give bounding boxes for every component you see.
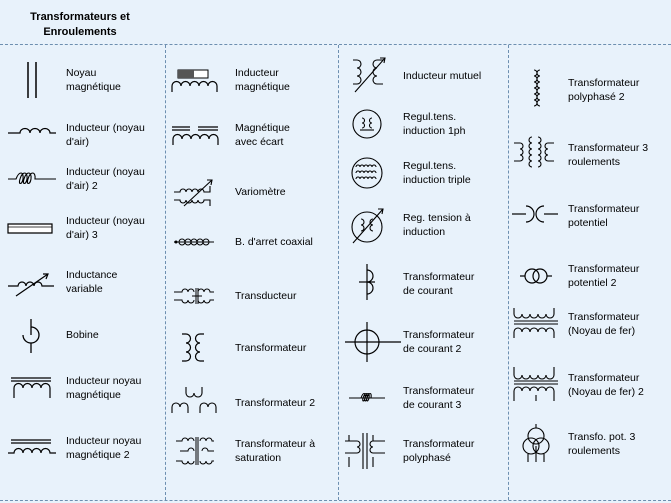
shape-air-core-inductor-3[interactable]: Inducteur (noyau d'air) 3 <box>6 208 164 248</box>
shape-magnetic-core[interactable]: Noyau magnétique <box>6 60 164 100</box>
shape-iron-core-transformer[interactable]: Transformateur (Noyau de fer) <box>510 304 670 344</box>
shape-label: Reg. tension à induction <box>403 212 471 238</box>
magnetic-core-icon <box>6 60 56 100</box>
shape-induction-regulator-1ph[interactable]: Regul.tens. induction 1ph <box>343 104 508 144</box>
shape-transducer[interactable]: Transducteur <box>170 276 335 316</box>
shape-label: Regul.tens. induction triple <box>403 160 471 186</box>
shape-induction-regulator-triple[interactable]: Regul.tens. induction triple <box>343 153 508 193</box>
shape-transformer-2[interactable]: Transformateur 2 <box>170 383 335 423</box>
coaxial-choke-icon <box>170 222 222 262</box>
variable-inductance-icon <box>6 262 56 302</box>
shape-variable-inductance[interactable]: Inductance variable <box>6 262 164 302</box>
column-divider <box>165 45 166 500</box>
current-transformer-3-icon <box>343 378 395 418</box>
shape-label: Inducteur (noyau d'air) 3 <box>66 215 145 241</box>
potential-transformer-icon <box>510 196 565 236</box>
shape-label: Inductance variable <box>66 269 118 295</box>
shape-magnetic-core-inductor[interactable]: Inducteur noyau magnétique <box>6 368 164 408</box>
shape-label: Inducteur (noyau d'air) <box>66 122 145 148</box>
shape-label: Transformateur de courant 2 <box>403 329 475 355</box>
shape-label: B. d'arret coaxial <box>235 236 313 248</box>
shape-label: Transducteur <box>235 290 297 302</box>
shape-label: Inducteur (noyau d'air) 2 <box>66 166 145 192</box>
three-winding-potential-transformer-icon <box>510 424 565 464</box>
shape-label: Variomètre <box>235 186 286 198</box>
shape-transformer[interactable]: Transformateur <box>170 328 335 368</box>
shape-label: Transformateur polyphasé <box>403 438 475 464</box>
air-core-inductor-icon <box>6 115 56 155</box>
induction-regulator-1ph-icon <box>343 104 395 144</box>
shape-three-winding-potential-transformer[interactable]: Transfo. pot. 3 roulements <box>510 424 670 464</box>
shape-label: Transformateur (Noyau de fer) <box>568 311 640 337</box>
shape-label: Regul.tens. induction 1ph <box>403 111 466 137</box>
saturable-transformer-icon <box>170 431 222 471</box>
shape-induction-voltage-regulator[interactable]: Reg. tension à induction <box>343 205 508 245</box>
shape-magnetic-core-inductor-2[interactable]: Inducteur noyau magnétique 2 <box>6 428 164 468</box>
air-core-inductor-3-icon <box>6 208 56 248</box>
shape-label: Inducteur magnétique <box>235 67 290 93</box>
shape-coaxial-choke[interactable]: B. d'arret coaxial <box>170 222 335 262</box>
shape-magnetic-gap[interactable]: Magnétique avec écart <box>170 115 335 155</box>
shape-coil[interactable]: Bobine <box>6 315 164 355</box>
shape-label: Transformateur 3 roulements <box>568 142 649 168</box>
current-transformer-2-icon <box>343 322 403 362</box>
potential-transformer-2-icon <box>510 256 565 296</box>
induction-regulator-triple-icon <box>343 153 395 193</box>
magnetic-core-inductor-2-icon <box>6 428 56 468</box>
shape-label: Transformateur de courant <box>403 271 475 297</box>
transformer-2-icon <box>170 383 222 423</box>
column-divider <box>508 45 509 500</box>
bottom-divider <box>0 500 671 501</box>
shape-label: Noyau magnétique <box>66 67 121 93</box>
magnetic-gap-icon <box>170 115 222 155</box>
shape-potential-transformer-2[interactable]: Transformateur potentiel 2 <box>510 256 670 296</box>
shape-label: Transformateur à saturation <box>235 438 316 464</box>
shape-label: Transformateur de courant 3 <box>403 385 475 411</box>
magnetic-core-inductor-icon <box>6 368 56 408</box>
shape-label: Inducteur mutuel <box>403 70 482 82</box>
shape-current-transformer-3[interactable]: Transformateur de courant 3 <box>343 378 508 418</box>
shape-three-winding-transformer[interactable]: Transformateur 3 roulements <box>510 135 670 175</box>
shape-saturable-transformer[interactable]: Transformateur à saturation <box>170 431 335 471</box>
current-transformer-icon <box>343 264 395 304</box>
transducer-icon <box>170 276 222 316</box>
mutual-inductor-icon <box>343 56 395 96</box>
shape-iron-core-transformer-2[interactable]: Transformateur (Noyau de fer) 2 <box>510 365 670 405</box>
variometer-icon <box>170 172 222 212</box>
magnetic-inductor-icon <box>170 60 222 100</box>
shape-polyphase-transformer-2[interactable]: Transformateur polyphasé 2 <box>510 70 670 110</box>
transformer-icon <box>170 328 222 368</box>
column-divider <box>338 45 339 500</box>
shape-label: Transformateur polyphasé 2 <box>568 77 640 103</box>
shape-label: Transformateur potentiel 2 <box>568 263 640 289</box>
shape-magnetic-inductor[interactable]: Inducteur magnétique <box>170 60 335 100</box>
shape-polyphase-transformer[interactable]: Transformateur polyphasé <box>343 431 508 471</box>
coil-icon <box>6 315 56 355</box>
shape-current-transformer-2[interactable]: Transformateur de courant 2 <box>343 322 508 362</box>
shape-potential-transformer[interactable]: Transformateur potentiel <box>510 196 670 236</box>
iron-core-transformer-2-icon <box>510 365 565 405</box>
induction-voltage-regulator-icon <box>343 205 395 245</box>
shape-mutual-inductor[interactable]: Inducteur mutuel <box>343 56 508 96</box>
stencil-title: Transformateurs et Enroulements <box>30 11 130 38</box>
polyphase-transformer-icon <box>343 431 395 471</box>
shape-label: Transformateur <box>235 342 307 354</box>
shape-label: Magnétique avec écart <box>235 122 290 148</box>
header-divider <box>0 44 671 45</box>
three-winding-transformer-icon <box>510 135 565 175</box>
air-core-inductor-2-icon <box>6 159 56 199</box>
shape-variometer[interactable]: Variomètre <box>170 172 335 212</box>
shape-label: Inducteur noyau magnétique <box>66 375 142 401</box>
shape-label: Transformateur potentiel <box>568 203 640 229</box>
shape-label: Transfo. pot. 3 roulements <box>568 431 636 457</box>
shape-label: Transformateur 2 <box>235 397 316 409</box>
shape-air-core-inductor[interactable]: Inducteur (noyau d'air) <box>6 115 164 155</box>
shape-label: Inducteur noyau magnétique 2 <box>66 435 142 461</box>
shape-current-transformer[interactable]: Transformateur de courant <box>343 264 508 304</box>
iron-core-transformer-icon <box>510 304 565 344</box>
shape-air-core-inductor-2[interactable]: Inducteur (noyau d'air) 2 <box>6 159 164 199</box>
shape-label: Transformateur (Noyau de fer) 2 <box>568 372 644 398</box>
polyphase-transformer-2-icon <box>510 70 565 110</box>
shape-label: Bobine <box>66 329 99 341</box>
